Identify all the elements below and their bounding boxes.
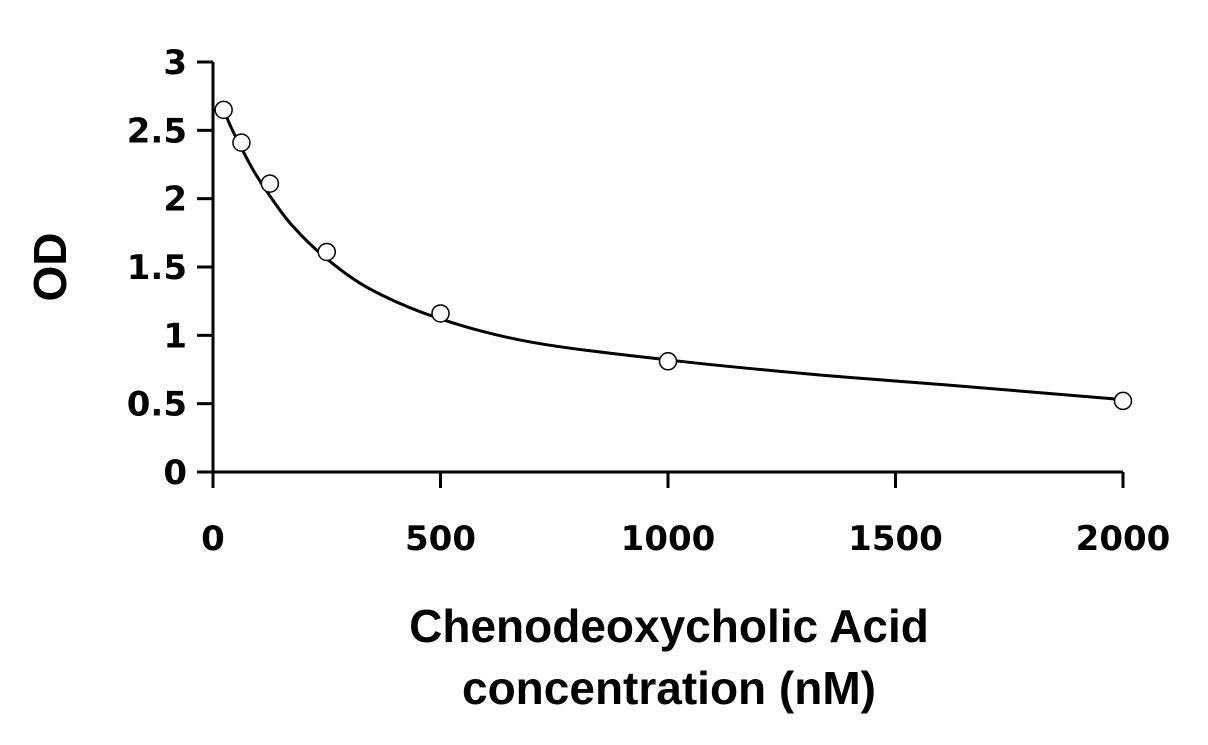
x-axis: 0 500 1000 1500 2000 [197,470,1171,559]
y-tick-label: 0 [163,453,187,493]
x-axis-title-line-2: concentration (nM) [462,662,876,714]
y-tick-label: 2.5 [127,111,187,151]
y-tick-label: 3 [163,43,187,83]
y-tick-label: 2 [163,180,187,220]
x-tick-label: 1000 [621,519,716,559]
data-point [214,100,233,120]
data-point [1113,391,1133,411]
data-point [658,352,678,371]
y-tick-label: 1.5 [127,248,187,288]
data-point [232,133,251,152]
x-tick-label: 0 [201,519,225,559]
x-axis-title-line-1: Chenodeoxycholic Acid [409,600,929,652]
data-point [260,174,280,193]
fit-curve-line [222,109,1124,402]
x-tick-label: 1500 [848,519,943,559]
data-point [431,304,450,323]
y-tick-label: 0.5 [127,385,187,425]
y-axis: 0 0.5 1 1.5 2 2.5 3 [127,43,215,493]
y-axis-title: OD [24,233,76,302]
x-tick-label: 2000 [1076,519,1171,559]
data-point [317,242,336,262]
data-points-group [214,100,1133,411]
fit-curve-group [222,109,1124,402]
y-tick-label: 1 [163,316,187,356]
x-tick-label: 500 [405,519,476,559]
